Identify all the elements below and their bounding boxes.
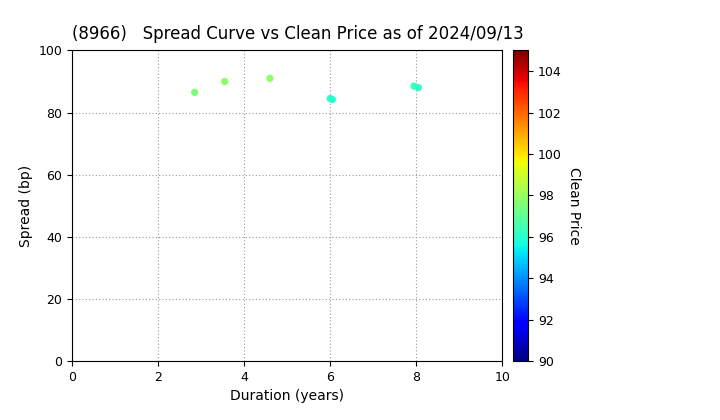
Point bbox=[325, 95, 336, 102]
Point bbox=[408, 83, 420, 89]
Point bbox=[327, 96, 338, 103]
Point bbox=[264, 75, 276, 82]
Y-axis label: Clean Price: Clean Price bbox=[567, 167, 581, 245]
Point bbox=[413, 84, 424, 91]
Point bbox=[189, 89, 200, 96]
Point bbox=[219, 78, 230, 85]
X-axis label: Duration (years): Duration (years) bbox=[230, 389, 344, 404]
Text: (8966)   Spread Curve vs Clean Price as of 2024/09/13: (8966) Spread Curve vs Clean Price as of… bbox=[72, 25, 523, 43]
Y-axis label: Spread (bp): Spread (bp) bbox=[19, 165, 33, 247]
